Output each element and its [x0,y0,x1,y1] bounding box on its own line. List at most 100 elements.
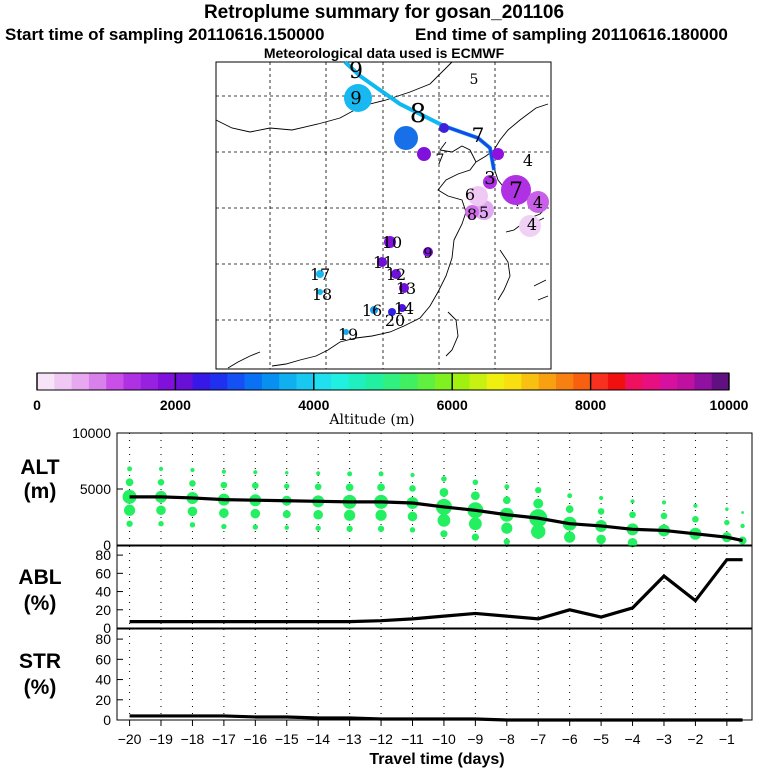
map-day-label: 17 [310,265,330,284]
series-line-alt [129,495,743,543]
colorbar-cell [400,373,418,390]
colorbar-cell [677,373,695,390]
colorbar-cell [365,373,384,390]
altitude-distribution-point [565,505,574,514]
plume-marker-19 [343,329,349,335]
altitude-distribution-point [501,522,513,534]
altitude-distribution-point [189,480,196,487]
colorbar-cell [348,373,367,390]
y-tick-label: 5000 [80,481,111,497]
map-day-label: 9 [349,59,363,84]
y-tick-label: 40 [95,672,111,688]
x-tick-label: −8 [499,731,515,747]
altitude-distribution-point [468,517,482,531]
panel-frame [116,628,753,721]
altitude-distribution-point [252,482,259,489]
altitude-distribution-point [597,508,605,515]
x-tick-label: −6 [562,731,578,747]
y-tick-label: 80 [95,631,111,647]
panel-ylabel-unit: (m) [24,480,57,503]
x-tick-label: −4 [625,731,641,747]
y-tick-label: 40 [95,584,111,600]
colorbar-cell [590,373,609,390]
x-tick-label: −13 [338,731,362,747]
plume-marker-3 [501,175,531,205]
x-tick-label: −20 [118,731,142,747]
colorbar-cell [261,373,280,390]
map-day-label: 13 [396,279,416,298]
altitude-distribution-point [437,513,451,527]
colorbar-cell [504,373,522,390]
altitude-distribution-point [630,499,635,504]
colorbar-tick-label: 10000 [710,397,749,413]
altitude-distribution-point [724,519,730,526]
colorbar-cell [331,373,349,390]
altitude-distribution-point [410,472,415,478]
y-tick-label: 0 [103,712,111,728]
plume-marker-1c [468,186,488,206]
altitude-distribution-point [345,483,354,492]
map-day-label: 7 [472,123,485,147]
map-day-label: 6 [465,185,475,204]
altitude-distribution-point [377,483,385,492]
colorbar-cell [210,373,228,390]
x-tick-label: −9 [467,731,483,747]
altitude-distribution-point [661,500,667,505]
map-day-label: 12 [386,265,406,284]
plume-marker-8 [394,126,418,150]
map-day-label: 20 [385,311,405,330]
x-axis-title: Travel time (days) [369,751,504,768]
colorbar-cell [192,373,211,390]
plume-marker-10b [423,247,433,257]
met-data-label: Meteorological data used is ECMWF [263,45,505,61]
altitude-colorbar: 0 2000 4000 6000 8000 10000 Altitude (m) [33,372,749,428]
plume-marker-13 [399,283,409,293]
altitude-distribution-point [660,512,668,520]
map-day-label: 11 [373,253,393,272]
colorbar-cell [313,373,332,390]
altitude-distribution-point [471,533,479,541]
panel-alt: 0 5000 10000 ALT(m) [20,425,753,553]
altitude-distribution-point [156,505,166,516]
plume-marker-17 [316,270,324,278]
altitude-distribution-point [221,523,227,530]
colorbar-cell [625,373,643,390]
altitude-distribution-point [187,506,198,517]
altitude-distribution-point [741,511,744,514]
panel-ylabel-unit: (%) [24,592,57,615]
plume-marker-0 [519,215,541,237]
plume-marker-6 [417,147,431,161]
plume-marker-12 [391,269,401,279]
colorbar-tick-label: 8000 [575,397,606,413]
colorbar-cell [573,373,591,390]
x-tick-label: −11 [401,731,424,747]
altitude-distribution-point [221,469,226,474]
panel-abl: 0 20 40 60 80 ABL (%) [18,545,753,636]
altitude-distribution-point [313,509,323,520]
x-axis: −20 −19 −18 −17 −16 −15 −14 −13 −12 −11 −10 −9 −8 −7−… [118,720,735,747]
altitude-distribution-point [377,525,385,532]
y-tick-label: 60 [95,565,111,581]
colorbar-cell [140,373,159,390]
altitude-distribution-point [409,527,416,533]
altitude-distribution-point [250,508,261,519]
altitude-distribution-point [158,521,164,527]
altitude-distribution-point [125,478,134,487]
altitude-distribution-point [440,530,448,538]
altitude-distribution-point [504,484,510,490]
altitude-distribution-point [375,509,387,521]
altitude-distribution-point [470,491,480,501]
plume-marker-2 [527,191,549,213]
plume-marker-1b [465,205,479,219]
colorbar-cell [296,373,315,390]
altitude-distribution-point [219,508,229,518]
start-time-label: Start time of sampling 20110616.150000 [5,25,325,44]
altitude-distribution-point [441,476,447,482]
colorbar-cell [469,373,488,390]
altitude-distribution-point [409,485,416,492]
x-tick-label: −19 [149,731,173,747]
panel-ylabel: ABL [18,566,61,589]
plume-markers [316,60,549,335]
map-frame [215,61,552,370]
